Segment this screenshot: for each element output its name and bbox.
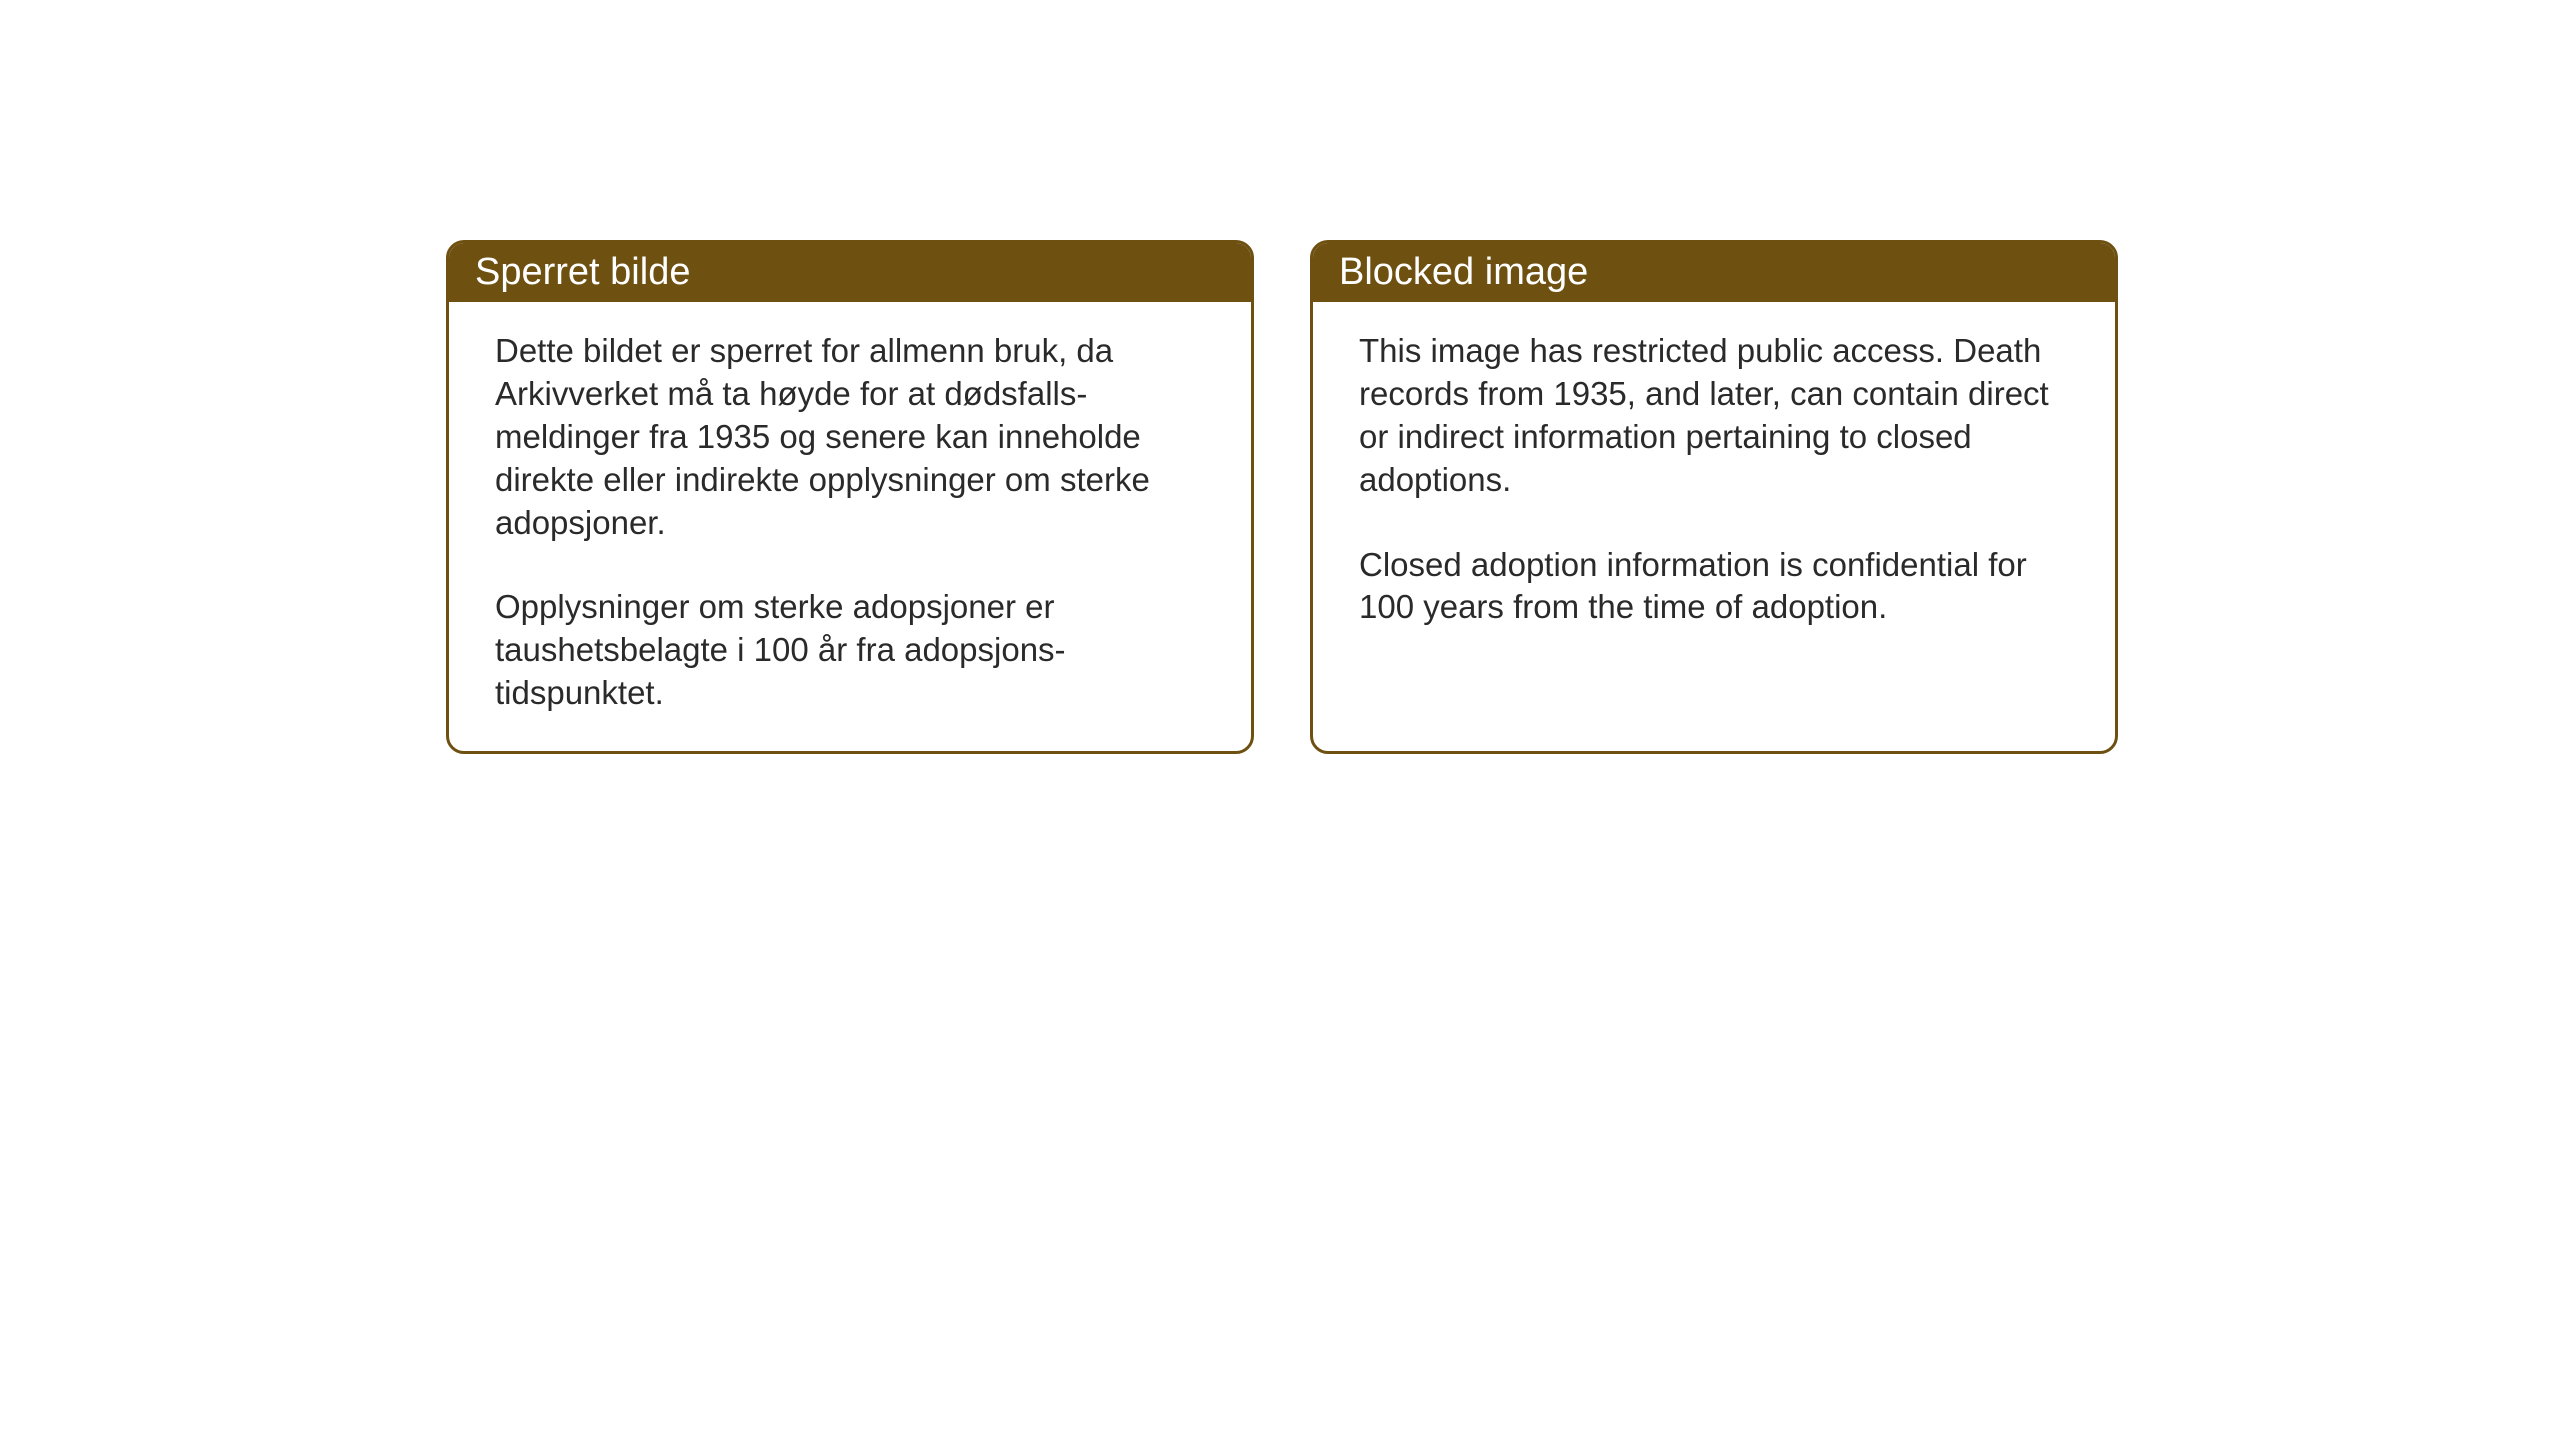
card-paragraph: Closed adoption information is confident… xyxy=(1359,544,2069,630)
card-paragraph: This image has restricted public access.… xyxy=(1359,330,2069,502)
card-title: Sperret bilde xyxy=(475,251,690,293)
card-header-english: Blocked image xyxy=(1313,243,2115,302)
card-title: Blocked image xyxy=(1339,251,1588,293)
card-paragraph: Dette bildet er sperret for allmenn bruk… xyxy=(495,330,1205,544)
notice-container: Sperret bilde Dette bildet er sperret fo… xyxy=(446,240,2118,754)
card-body-norwegian: Dette bildet er sperret for allmenn bruk… xyxy=(449,302,1251,751)
card-paragraph: Opplysninger om sterke adopsjoner er tau… xyxy=(495,586,1205,715)
card-body-english: This image has restricted public access.… xyxy=(1313,302,2115,744)
notice-card-english: Blocked image This image has restricted … xyxy=(1310,240,2118,754)
notice-card-norwegian: Sperret bilde Dette bildet er sperret fo… xyxy=(446,240,1254,754)
card-header-norwegian: Sperret bilde xyxy=(449,243,1251,302)
